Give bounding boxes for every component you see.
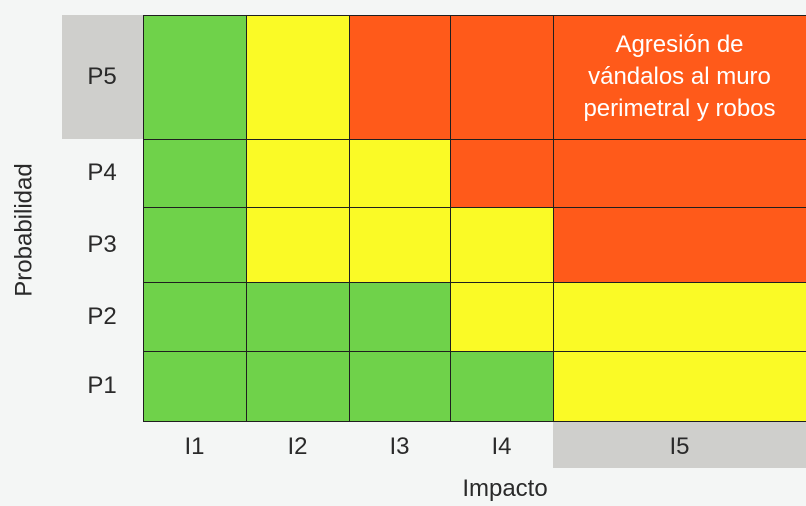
matrix-cell-p3-i2	[246, 207, 351, 284]
risk-note-line: perimetral y robos	[583, 95, 776, 122]
matrix-cell-p3-i1	[143, 207, 248, 284]
column-label-i2: I2	[287, 433, 308, 460]
matrix-cell-p5-i3	[349, 15, 452, 141]
row-label-p2: P2	[87, 302, 117, 330]
column-label-i5: I5	[669, 433, 690, 460]
matrix-cell-p4-i4	[450, 139, 555, 209]
matrix-cell-p2-i3	[349, 282, 452, 353]
matrix-cell-p2-i1	[143, 282, 248, 353]
risk-note: Agresión de vándalos al muro perimetral …	[553, 15, 806, 139]
matrix-cell-p2-i4	[450, 282, 555, 353]
risk-note-line: Agresión de	[615, 31, 744, 58]
highlight-column-marker	[553, 421, 806, 468]
matrix-cell-p2-i2	[246, 282, 351, 353]
matrix-cell-p5-i2	[246, 15, 351, 141]
matrix-cell-p3-i4	[450, 207, 555, 284]
matrix-cell-p1-i2	[246, 351, 351, 422]
highlight-row-marker	[62, 15, 144, 139]
matrix-cell-p1-i1	[143, 351, 248, 422]
row-label-p3: P3	[87, 230, 117, 258]
matrix-cell-p5-i1	[143, 15, 248, 141]
matrix-cell-p1-i5	[553, 351, 806, 422]
matrix-cell-p3-i3	[349, 207, 452, 284]
row-label-p4: P4	[87, 159, 117, 186]
y-axis-title: Probabilidad	[11, 163, 38, 297]
row-label-p5: P5	[87, 63, 117, 90]
matrix-cell-p4-i2	[246, 139, 351, 209]
matrix-cell-p4-i3	[349, 139, 452, 209]
x-axis-title: Impacto	[462, 475, 548, 502]
y-axis-title-wrap: Probabilidad	[0, 150, 50, 310]
matrix-cell-p1-i4	[450, 351, 555, 422]
matrix-cell-p3-i5	[553, 207, 806, 284]
matrix-cell-p4-i1	[143, 139, 248, 209]
matrix-cell-p1-i3	[349, 351, 452, 422]
matrix-cell-p4-i5	[553, 139, 806, 209]
matrix-cell-p5-i4	[450, 15, 555, 141]
matrix-cell-p5-i5	[553, 15, 806, 141]
column-label-i4: I4	[491, 433, 512, 460]
column-label-i3: I3	[389, 433, 410, 460]
column-label-i1: I1	[184, 433, 205, 460]
row-label-p1: P1	[87, 371, 117, 399]
risk-note-line: vándalos al muro	[588, 63, 771, 90]
matrix-cell-p2-i5	[553, 282, 806, 353]
